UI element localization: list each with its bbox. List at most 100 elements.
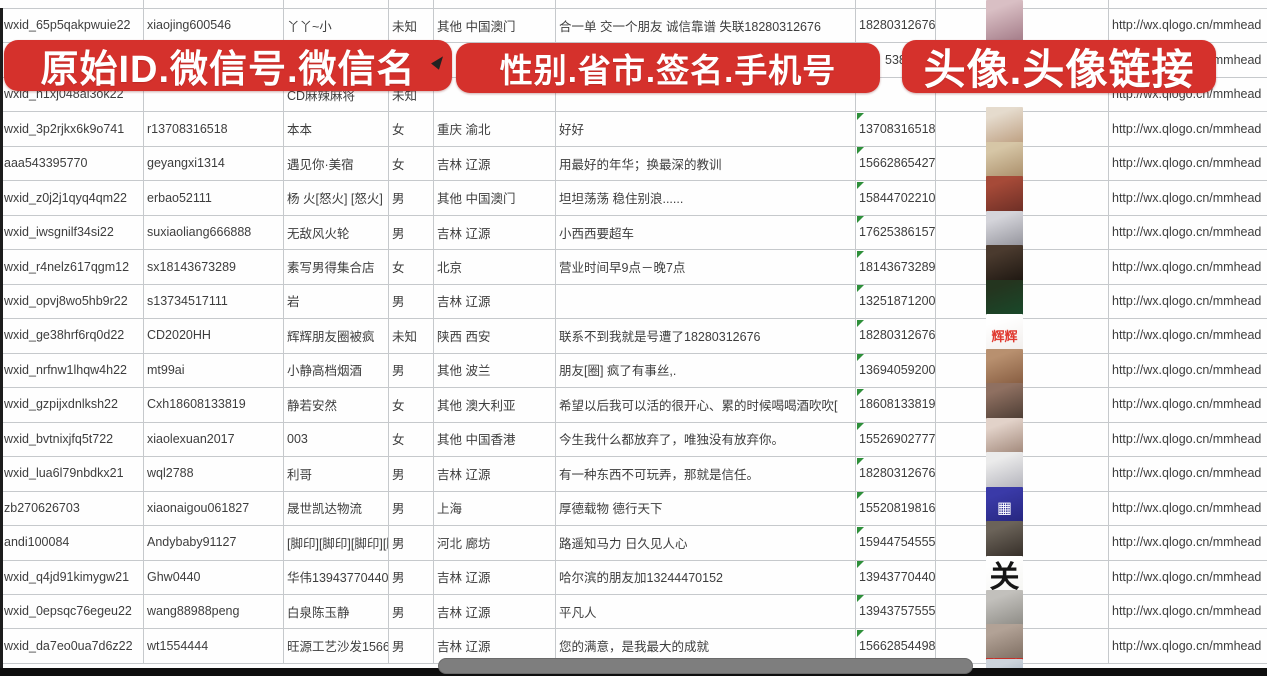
cell-phone[interactable]: 15520819816: [859, 500, 935, 515]
cell-link[interactable]: http://wx.qlogo.cn/mmhead: [1112, 466, 1262, 481]
cell-name[interactable]: 本本: [287, 123, 313, 138]
cell-region[interactable]: 其他 澳大利亚: [437, 398, 516, 413]
cell-id[interactable]: Cxh18608133819: [147, 397, 246, 412]
cell-id[interactable]: s13734517111: [147, 293, 228, 308]
cell-phone[interactable]: 13943770440: [859, 569, 935, 584]
cell-sign[interactable]: 厚德载物 德行天下: [559, 502, 663, 517]
cell-sign[interactable]: 坦坦荡荡 稳住别浪......: [559, 192, 684, 207]
cell-region[interactable]: 吉林 辽源: [437, 605, 491, 620]
cell-id[interactable]: Ghw0440: [147, 569, 201, 584]
cell-sign[interactable]: 小西西要超车: [559, 226, 635, 241]
cell-region[interactable]: 吉林 辽源: [437, 226, 491, 241]
cell-region[interactable]: 吉林 辽源: [437, 467, 491, 482]
cell-id[interactable]: r13708316518: [147, 121, 228, 136]
cell-gender[interactable]: 男: [392, 192, 405, 207]
cell-phone[interactable]: 13251871200: [859, 293, 935, 308]
cell-region[interactable]: 北京: [437, 261, 463, 276]
cell-gender[interactable]: 未知: [392, 19, 418, 34]
cell-gender[interactable]: 男: [392, 226, 405, 241]
cell-id[interactable]: erbao52111: [147, 190, 212, 205]
cell-wxid[interactable]: wxid_3p2rjkx6k9o741: [4, 121, 125, 136]
cell-sign[interactable]: 希望以后我可以活的很开心、累的时候喝喝酒吹吹[: [559, 398, 838, 413]
cell-sign[interactable]: 联系不到我就是号遭了18280312676: [559, 329, 761, 344]
cell-name[interactable]: 岩: [287, 295, 300, 310]
cell-phone[interactable]: 15844702210: [859, 190, 935, 205]
cell-wxid[interactable]: wxid_r4nelz617qgm12: [4, 259, 130, 274]
cell-phone[interactable]: 17625386157: [859, 225, 935, 240]
cell-sign[interactable]: 营业时间早9点－晚7点: [559, 261, 686, 276]
cell-wxid[interactable]: wxid_z0j2j1qyq4qm22: [4, 190, 127, 205]
cell-id[interactable]: xiaonaigou061827: [147, 500, 250, 515]
cell-gender[interactable]: 男: [392, 536, 405, 551]
cell-name[interactable]: 晟世凯达物流: [287, 502, 363, 517]
cell-link[interactable]: http://wx.qlogo.cn/mmhead: [1112, 397, 1262, 412]
cell-gender[interactable]: 未知: [392, 329, 418, 344]
cell-link[interactable]: http://wx.qlogo.cn/mmhead: [1112, 362, 1262, 377]
cell-link[interactable]: http://wx.qlogo.cn/mmhead: [1112, 431, 1262, 446]
horizontal-scrollbar-thumb[interactable]: [438, 658, 973, 674]
cell-name[interactable]: 003: [287, 431, 308, 446]
cell-link[interactable]: http://wx.qlogo.cn/mmhead: [1112, 225, 1262, 240]
cell-link[interactable]: http://wx.qlogo.cn/mmhead: [1112, 604, 1262, 619]
cell-gender[interactable]: 女: [392, 123, 405, 138]
cell-gender[interactable]: 男: [392, 571, 405, 586]
cell-region[interactable]: 其他 中国澳门: [437, 19, 516, 34]
cell-name[interactable]: 白泉陈玉静: [287, 605, 350, 620]
cell-link[interactable]: http://wx.qlogo.cn/mmhead: [1112, 121, 1262, 136]
cell-name[interactable]: [脚印][脚印][脚印][脚印: [287, 536, 388, 551]
cell-link[interactable]: http://wx.qlogo.cn/mmhead: [1112, 18, 1262, 33]
cell-name[interactable]: 华伟13943770440: [287, 571, 388, 586]
cell-phone[interactable]: 13943757555: [859, 604, 935, 619]
cell-sign[interactable]: 您的满意，是我最大的成就: [559, 640, 710, 655]
cell-region[interactable]: 陕西 西安: [437, 329, 491, 344]
cell-region[interactable]: 其他 中国香港: [437, 433, 516, 448]
cell-region[interactable]: 上海: [437, 502, 463, 517]
cell-region[interactable]: 其他 中国澳门: [437, 192, 516, 207]
cell-region[interactable]: 吉林 辽源: [437, 571, 491, 586]
cell-sign[interactable]: 朋友[圈] 疯了有事丝,.: [559, 364, 677, 379]
cell-phone[interactable]: 13694059200: [859, 362, 935, 377]
cell-gender[interactable]: 男: [392, 640, 405, 655]
cell-phone[interactable]: 15662854498: [859, 638, 935, 653]
cell-id[interactable]: xiaojing600546: [147, 18, 232, 33]
cell-sign[interactable]: 路遥知马力 日久见人心: [559, 536, 688, 551]
cell-link[interactable]: http://wx.qlogo.cn/mmhead: [1112, 328, 1262, 343]
cell-name[interactable]: 遇见你·美宿: [287, 157, 354, 172]
cell-link[interactable]: http://wx.qlogo.cn/mmhead: [1112, 156, 1262, 171]
cell-name[interactable]: 小静高档烟酒: [287, 364, 363, 379]
cell-link[interactable]: http://wx.qlogo.cn/mmhead: [1112, 500, 1262, 515]
cell-gender[interactable]: 女: [392, 433, 405, 448]
cell-phone[interactable]: 18280312676: [859, 18, 935, 33]
cell-link[interactable]: http://wx.qlogo.cn/mmhead: [1112, 638, 1262, 653]
cell-sign[interactable]: 用最好的年华；换最深的教训: [559, 157, 722, 172]
cell-link[interactable]: http://wx.qlogo.cn/mmhead: [1112, 535, 1262, 550]
cell-link[interactable]: http://wx.qlogo.cn/mmhead: [1112, 293, 1262, 308]
cell-gender[interactable]: 男: [392, 295, 405, 310]
cell-link[interactable]: http://wx.qlogo.cn/mmhead: [1112, 259, 1262, 274]
cell-name[interactable]: 丫丫~小: [287, 19, 332, 34]
cell-id[interactable]: xiaolexuan2017: [147, 431, 235, 446]
cell-wxid[interactable]: wxid_q4jd91kimygw21: [4, 569, 130, 584]
cell-sign[interactable]: 有一种东西不可玩弄，那就是信任。: [559, 467, 760, 482]
cell-sign[interactable]: [555, 284, 855, 318]
cell-wxid[interactable]: wxid_65p5qakpwuie22: [4, 18, 131, 33]
cell-region[interactable]: 吉林 辽源: [437, 295, 491, 310]
cell-wxid[interactable]: wxid_ge38hrf6rq0d22: [4, 328, 125, 343]
cell-wxid[interactable]: wxid_nrfnw1lhqw4h22: [4, 362, 127, 377]
cell-name[interactable]: 杨 火[怒火] [怒火]: [287, 192, 383, 207]
cell-region[interactable]: 河北 廊坊: [437, 536, 491, 551]
cell-gender[interactable]: 女: [392, 157, 405, 172]
cell-name[interactable]: 旺源工艺沙发15662854: [287, 640, 388, 655]
cell-phone[interactable]: 18143673289: [859, 259, 935, 274]
cell-wxid[interactable]: zb270626703: [4, 500, 80, 515]
cell-wxid[interactable]: andi100084: [4, 535, 70, 550]
cell-gender[interactable]: 女: [392, 398, 405, 413]
cell-name[interactable]: 利哥: [287, 467, 313, 482]
cell-id[interactable]: geyangxi1314: [147, 156, 225, 171]
cell-sign[interactable]: 合一单 交一个朋友 诚信靠谱 失联18280312676: [559, 19, 821, 34]
cell-phone[interactable]: 18280312676: [859, 328, 935, 343]
cell-id[interactable]: wt1554444: [147, 638, 209, 653]
cell-id[interactable]: CD2020HH: [147, 328, 211, 343]
cell-phone[interactable]: 15944754555: [859, 535, 935, 550]
cell-phone[interactable]: 15526902777: [859, 431, 935, 446]
